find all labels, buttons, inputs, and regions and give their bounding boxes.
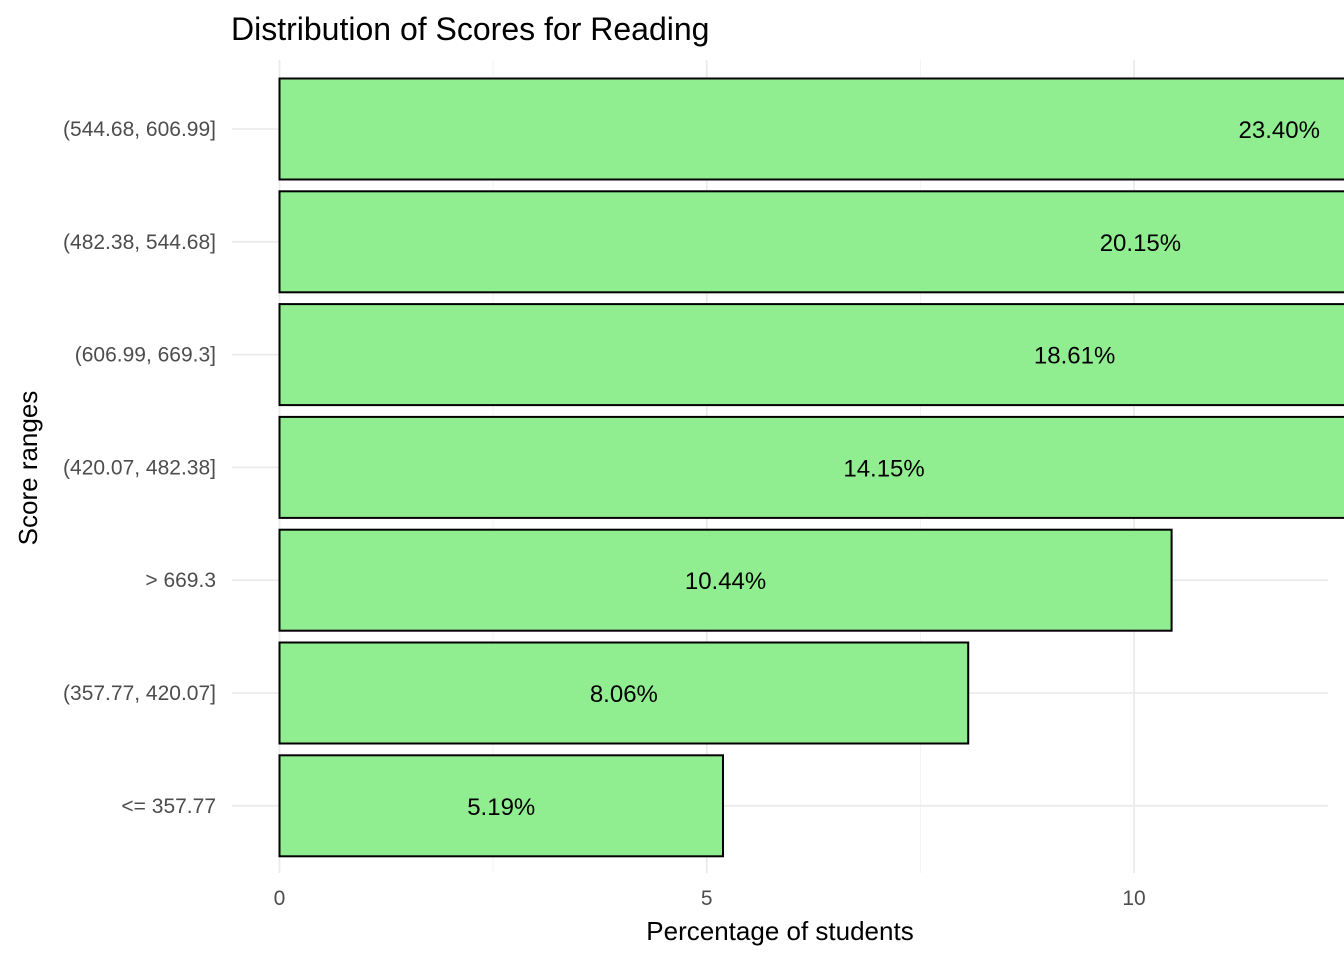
bar-value-label: 20.15% (1100, 230, 1181, 257)
bar-value-label: 8.06% (590, 681, 658, 708)
x-tick-label: 0 (274, 887, 286, 910)
y-axis-title: Score ranges (13, 391, 43, 546)
bar (278, 415, 1344, 519)
y-tick-label: (544.68, 606.99] (63, 118, 216, 141)
y-tick-label: (357.77, 420.07] (63, 682, 216, 705)
bar-value-label: 18.61% (1034, 343, 1115, 370)
bar (278, 77, 1344, 181)
chart-title: Distribution of Scores for Reading (231, 11, 709, 47)
bar-value-label: 10.44% (685, 568, 766, 595)
bar-value-label: 14.15% (843, 455, 924, 482)
y-tick-label: (420.07, 482.38] (63, 456, 216, 479)
y-tick-label: (482.38, 544.68] (63, 231, 216, 254)
x-tick-label: 5 (701, 887, 713, 910)
y-tick-label: > 669.3 (145, 569, 216, 592)
y-tick-label: <= 357.77 (121, 795, 216, 818)
bar (278, 641, 970, 745)
bar-value-label: 23.40% (1239, 117, 1320, 144)
bar (278, 528, 1173, 632)
bars: 23.40% 20.15% 18.61% 14.15% 10.44% 8.06% 5.19% (278, 77, 1344, 858)
bar-value-label: 5.19% (467, 794, 535, 821)
y-tick-labels: (544.68, 606.99] (482.38, 544.68] (606.99,… (63, 118, 216, 818)
bar (278, 190, 1344, 294)
x-axis-title: Percentage of students (646, 916, 913, 946)
x-tick-labels: 05101520 (274, 887, 1146, 910)
bar (278, 303, 1344, 407)
y-tick-label: (606.99, 669.3] (75, 344, 216, 367)
bar (278, 754, 724, 858)
x-tick-label: 10 (1122, 887, 1145, 910)
